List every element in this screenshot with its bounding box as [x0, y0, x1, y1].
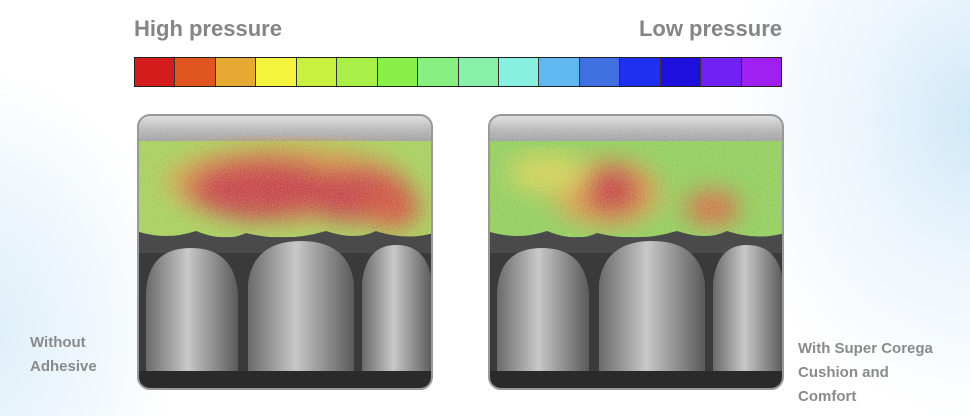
caption-left: Without Adhesive [30, 334, 97, 375]
scale-swatch [741, 58, 781, 86]
scale-swatch [620, 58, 661, 86]
scale-swatch [458, 58, 499, 86]
pressure-photo-right [488, 114, 784, 390]
low-pressure-label: Low pressure [638, 16, 782, 41]
scale-swatch [498, 58, 540, 86]
scale-swatch [296, 58, 338, 86]
scale-swatch [256, 58, 297, 86]
scale-swatch [539, 58, 580, 86]
scale-swatch [215, 58, 257, 86]
scale-swatch [660, 58, 702, 86]
scale-swatch [701, 58, 742, 86]
scale-swatch [377, 58, 419, 86]
caption-right: With Super Corega Cushion and Comfort [798, 340, 933, 405]
scale-swatch [337, 58, 378, 86]
scale-swatch [418, 58, 459, 86]
scale-swatch [579, 58, 621, 86]
scale-swatch [175, 58, 216, 86]
pressure-photo-left [137, 114, 433, 390]
high-pressure-label: High pressure [134, 16, 282, 41]
scale-swatch [135, 58, 176, 86]
pressure-scale [134, 57, 782, 87]
